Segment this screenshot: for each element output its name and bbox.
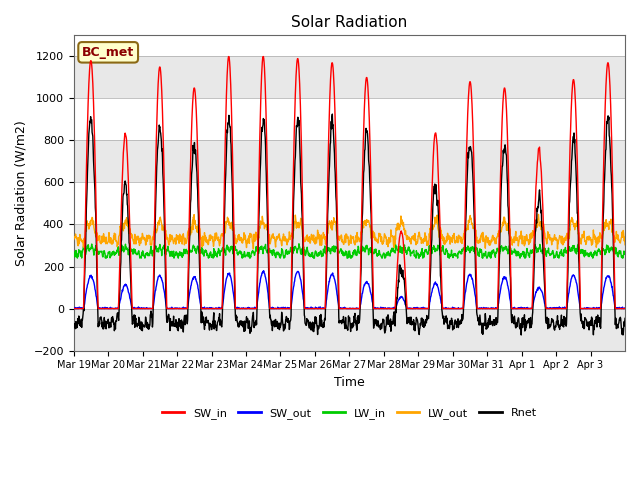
Line: LW_out: LW_out — [74, 215, 625, 249]
SW_in — [325, 132, 333, 138]
SW_in — [479, 306, 487, 312]
Line: SW_out: SW_out — [74, 271, 625, 309]
Rnet — [335, 320, 343, 326]
SW_in — [335, 306, 343, 312]
LW_in — [614, 251, 622, 256]
Bar — [74, 266, 625, 309]
Rnet — [70, 324, 77, 330]
SW_out — [335, 305, 343, 311]
SW_out — [157, 273, 164, 279]
SW_in — [621, 306, 629, 312]
SW_in — [225, 54, 232, 60]
Rnet — [156, 124, 164, 130]
Rnet — [324, 191, 332, 196]
LW_in — [157, 245, 164, 251]
LW_out — [554, 246, 561, 252]
Bar — [74, 225, 625, 266]
Legend: SW_in, SW_out, LW_in, LW_out, Rnet: SW_in, SW_out, LW_in, LW_out, Rnet — [157, 404, 541, 423]
Text: BC_met: BC_met — [82, 46, 134, 59]
SW_out — [614, 306, 622, 312]
LW_in — [74, 255, 81, 261]
LW_in — [480, 252, 488, 257]
LW_out — [621, 242, 629, 248]
LW_out — [70, 237, 77, 242]
Y-axis label: Solar Radiation (W/m2): Solar Radiation (W/m2) — [15, 120, 28, 266]
LW_in — [295, 241, 303, 247]
Bar — [74, 98, 625, 141]
Bar — [74, 14, 625, 56]
LW_out — [561, 236, 568, 241]
LW_in — [335, 249, 343, 255]
Rnet — [621, 315, 629, 321]
Rnet — [614, 320, 622, 326]
Title: Solar Radiation: Solar Radiation — [291, 15, 408, 30]
LW_in — [325, 245, 333, 251]
LW_in — [70, 254, 77, 260]
Rnet — [479, 323, 487, 329]
SW_out — [70, 305, 77, 311]
Rnet — [328, 111, 336, 117]
Rnet — [517, 332, 525, 338]
Line: SW_in: SW_in — [74, 57, 625, 309]
SW_in — [70, 306, 77, 312]
SW_out — [260, 268, 268, 274]
LW_in — [621, 251, 629, 257]
LW_out — [156, 215, 164, 221]
SW_out — [70, 306, 78, 312]
SW_in — [614, 306, 622, 312]
SW_out — [561, 304, 568, 310]
Bar — [74, 309, 625, 350]
SW_out — [480, 306, 488, 312]
SW_out — [325, 278, 333, 284]
LW_out — [614, 236, 622, 242]
Line: LW_in: LW_in — [74, 244, 625, 258]
LW_out — [479, 239, 487, 244]
LW_in — [561, 250, 568, 255]
Bar — [74, 141, 625, 182]
SW_in — [156, 64, 164, 70]
LW_out — [534, 212, 542, 217]
Rnet — [561, 321, 568, 327]
SW_out — [621, 305, 629, 311]
Line: Rnet: Rnet — [74, 114, 625, 335]
SW_in — [561, 306, 568, 312]
LW_out — [335, 233, 342, 239]
Bar — [74, 56, 625, 98]
LW_out — [324, 224, 332, 229]
X-axis label: Time: Time — [334, 376, 365, 389]
Bar — [74, 182, 625, 225]
